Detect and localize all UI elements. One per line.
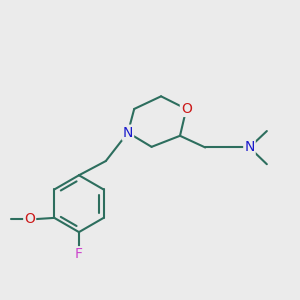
Text: O: O bbox=[24, 212, 35, 226]
Text: N: N bbox=[244, 140, 255, 154]
Text: F: F bbox=[75, 247, 83, 261]
Text: N: N bbox=[123, 126, 133, 140]
Text: O: O bbox=[181, 102, 192, 116]
